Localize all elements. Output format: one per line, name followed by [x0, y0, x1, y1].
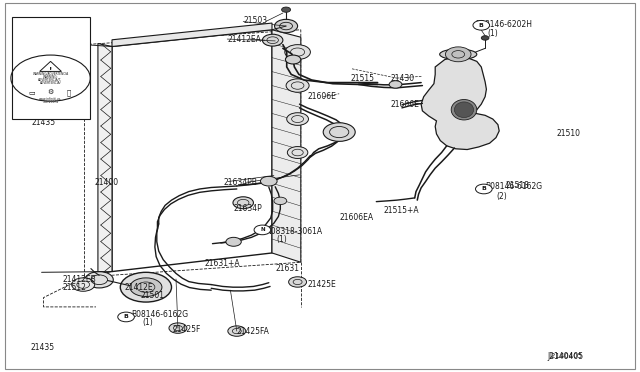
Polygon shape [112, 23, 272, 46]
Text: ▭: ▭ [29, 89, 35, 95]
Text: B08146-6202H: B08146-6202H [475, 20, 532, 29]
Polygon shape [272, 30, 301, 262]
Text: ⚙: ⚙ [47, 89, 54, 95]
Text: 21412EA: 21412EA [227, 35, 261, 44]
Text: WARNING/ADVERTENCIA: WARNING/ADVERTENCIA [33, 73, 68, 76]
Text: 21634P: 21634P [234, 204, 262, 213]
Text: www.infiniti.us,: www.infiniti.us, [39, 97, 62, 100]
Circle shape [287, 147, 308, 158]
Circle shape [228, 326, 246, 336]
Text: 21400: 21400 [95, 178, 119, 187]
Text: B: B [479, 23, 484, 28]
Circle shape [285, 55, 301, 64]
Text: 21435: 21435 [32, 118, 56, 127]
Text: 21501: 21501 [141, 291, 165, 300]
Text: WARNING:: WARNING: [43, 76, 58, 79]
Text: 21425FA: 21425FA [237, 327, 269, 336]
Text: (1): (1) [142, 318, 153, 327]
Polygon shape [421, 57, 499, 150]
Circle shape [260, 176, 277, 186]
Circle shape [287, 113, 308, 125]
Circle shape [233, 197, 253, 209]
Text: B08146-6162G: B08146-6162G [485, 182, 542, 191]
Text: 21412EB: 21412EB [63, 275, 97, 284]
Circle shape [274, 197, 287, 205]
Text: 21634PB: 21634PB [224, 178, 258, 187]
Text: N08318-3061A: N08318-3061A [266, 227, 323, 236]
Circle shape [72, 278, 95, 291]
Text: 21435: 21435 [31, 343, 55, 352]
Circle shape [473, 20, 490, 30]
Text: 21631: 21631 [275, 264, 300, 273]
Text: B: B [481, 186, 486, 192]
Circle shape [130, 278, 162, 296]
Circle shape [85, 272, 113, 288]
Text: 21606E: 21606E [390, 100, 419, 109]
Text: N: N [260, 227, 265, 232]
Circle shape [476, 184, 492, 194]
Circle shape [285, 45, 310, 60]
Text: B: B [124, 314, 129, 320]
Text: 21515+A: 21515+A [384, 206, 420, 215]
Text: 21515: 21515 [351, 74, 375, 83]
Ellipse shape [440, 49, 477, 60]
Text: 21510: 21510 [557, 129, 581, 138]
Text: 21631+A: 21631+A [205, 259, 241, 268]
Text: 21412E: 21412E [125, 283, 154, 292]
Text: B08146-6162G: B08146-6162G [131, 310, 188, 319]
Circle shape [254, 225, 271, 235]
Text: ADVERTENCIA/T,: ADVERTENCIA/T, [38, 78, 63, 82]
Text: 21425E: 21425E [307, 280, 336, 289]
Circle shape [323, 123, 355, 141]
Circle shape [481, 36, 489, 40]
Text: 21606EA: 21606EA [339, 213, 373, 222]
Circle shape [118, 312, 134, 322]
Circle shape [445, 47, 471, 62]
Text: ADVERTENCIA/: ADVERTENCIA/ [40, 81, 61, 85]
Text: 21425F: 21425F [173, 325, 201, 334]
Circle shape [289, 277, 307, 287]
Text: 140/200Pa: 140/200Pa [42, 100, 59, 104]
Text: 21503: 21503 [243, 16, 268, 25]
Circle shape [262, 34, 283, 46]
Text: J2140405: J2140405 [547, 352, 583, 361]
Text: !: ! [49, 67, 52, 73]
Circle shape [275, 19, 298, 33]
Circle shape [282, 7, 291, 12]
Ellipse shape [454, 102, 474, 118]
Text: 21430: 21430 [390, 74, 415, 83]
Circle shape [389, 81, 402, 88]
Circle shape [120, 272, 172, 302]
Circle shape [286, 79, 309, 92]
Polygon shape [40, 61, 61, 71]
Ellipse shape [451, 99, 477, 120]
Text: 21606E: 21606E [307, 92, 336, 101]
Text: (1): (1) [276, 235, 287, 244]
Text: 21512: 21512 [63, 283, 86, 292]
Text: 🔧: 🔧 [67, 89, 71, 96]
Text: J2140405: J2140405 [549, 353, 582, 359]
FancyBboxPatch shape [12, 17, 90, 119]
Text: 21518: 21518 [506, 182, 529, 190]
Polygon shape [98, 44, 112, 275]
Circle shape [169, 323, 187, 333]
Text: (1): (1) [488, 29, 499, 38]
Text: (2): (2) [496, 192, 507, 201]
Circle shape [226, 237, 241, 246]
